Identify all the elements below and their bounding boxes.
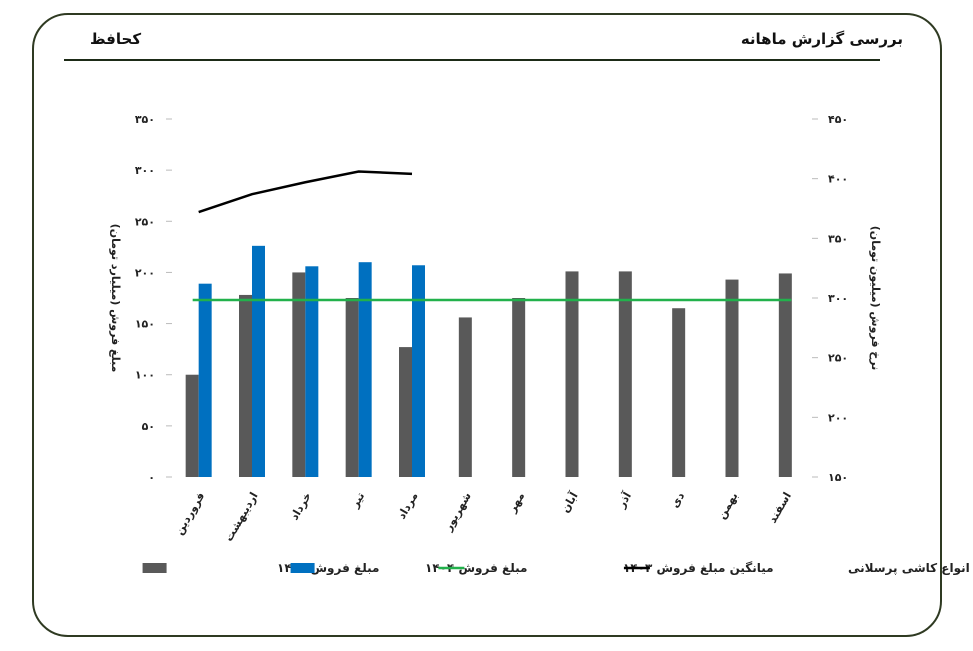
y-left-tick-label: ۵۰ bbox=[142, 420, 155, 433]
bar-sales-1403 bbox=[185, 374, 199, 477]
y-left-tick-label: ۳۰۰ bbox=[135, 164, 155, 177]
bar-sales-1403 bbox=[565, 271, 579, 477]
legend-swatch bbox=[290, 563, 315, 573]
y-left-axis-title: مبلغ فروش (میلیارد تومان) bbox=[109, 224, 122, 373]
y-left-tick-label: ۲۵۰ bbox=[135, 215, 155, 228]
y-right-tick-label: ۲۰۰ bbox=[828, 411, 848, 424]
porcelain-tile-price-line bbox=[198, 170, 413, 214]
y-right-axis-title: نرخ فروش (میلیون تومان) bbox=[869, 226, 882, 370]
bar-sales-1403 bbox=[672, 308, 686, 477]
bar-sales-1404 bbox=[252, 245, 265, 477]
y-left-tick-label: ۱۰۰ bbox=[135, 369, 155, 382]
x-category-label: شهریور bbox=[441, 490, 474, 534]
y-right-tick-label: ۳۵۰ bbox=[828, 232, 848, 245]
bar-sales-1403 bbox=[239, 294, 252, 477]
y-left-tick-label: ۲۰۰ bbox=[135, 266, 155, 279]
y-right-tick-label: ۴۰۰ bbox=[828, 173, 848, 186]
bar-sales-1404 bbox=[358, 262, 372, 477]
x-category-label: تیر bbox=[348, 490, 367, 511]
bar-sales-1403 bbox=[292, 272, 306, 477]
y-right-tick-label: ۳۰۰ bbox=[828, 292, 848, 305]
legend-label: نرخ فروش انواع کاشی پرسلانی bbox=[848, 561, 973, 576]
y-right-tick-label: ۲۵۰ bbox=[828, 352, 848, 365]
bar-sales-1403 bbox=[778, 273, 792, 477]
bar-sales-1404 bbox=[412, 265, 425, 477]
x-category-label: مهر bbox=[505, 490, 527, 515]
x-category-label: خرداد bbox=[288, 490, 314, 522]
x-category-label: آبان bbox=[558, 489, 581, 515]
legend-label: میانگین مبلغ فروش ۱۴۰۳ bbox=[623, 561, 774, 576]
x-category-label: بهمن bbox=[715, 490, 741, 521]
y-right-tick-label: ۴۵۰ bbox=[828, 113, 848, 126]
page-title: بررسی گزارش ماهانه bbox=[740, 30, 903, 48]
bar-sales-1404 bbox=[198, 283, 212, 477]
y-left-tick-label: ۱۵۰ bbox=[135, 318, 155, 331]
bar-sales-1403 bbox=[458, 317, 472, 477]
y-right-tick-label: ۱۵۰ bbox=[828, 471, 848, 484]
header-divider bbox=[64, 59, 880, 61]
bar-sales-1403 bbox=[512, 298, 526, 477]
y-left-tick-label: ۰ bbox=[148, 471, 155, 484]
bar-sales-1403 bbox=[345, 298, 359, 477]
x-category-label: مرداد bbox=[395, 490, 421, 521]
x-category-label: اسفند bbox=[766, 490, 794, 525]
legend-label: مبلغ فروش ۱۴۰۴ bbox=[425, 561, 527, 576]
x-category-label: فروردین bbox=[173, 490, 208, 537]
bar-sales-1404 bbox=[305, 266, 319, 477]
legend-swatch bbox=[142, 563, 167, 573]
y-left-tick-label: ۳۵۰ bbox=[135, 113, 155, 126]
bar-sales-1403 bbox=[399, 347, 412, 477]
bar-sales-1403 bbox=[725, 279, 739, 477]
x-category-label: دی bbox=[668, 490, 687, 510]
company-name: کحافظ bbox=[90, 30, 142, 48]
bar-sales-1403 bbox=[618, 271, 632, 477]
x-category-label: اردیبهشت bbox=[222, 490, 260, 544]
x-category-label: آذر bbox=[613, 489, 634, 511]
